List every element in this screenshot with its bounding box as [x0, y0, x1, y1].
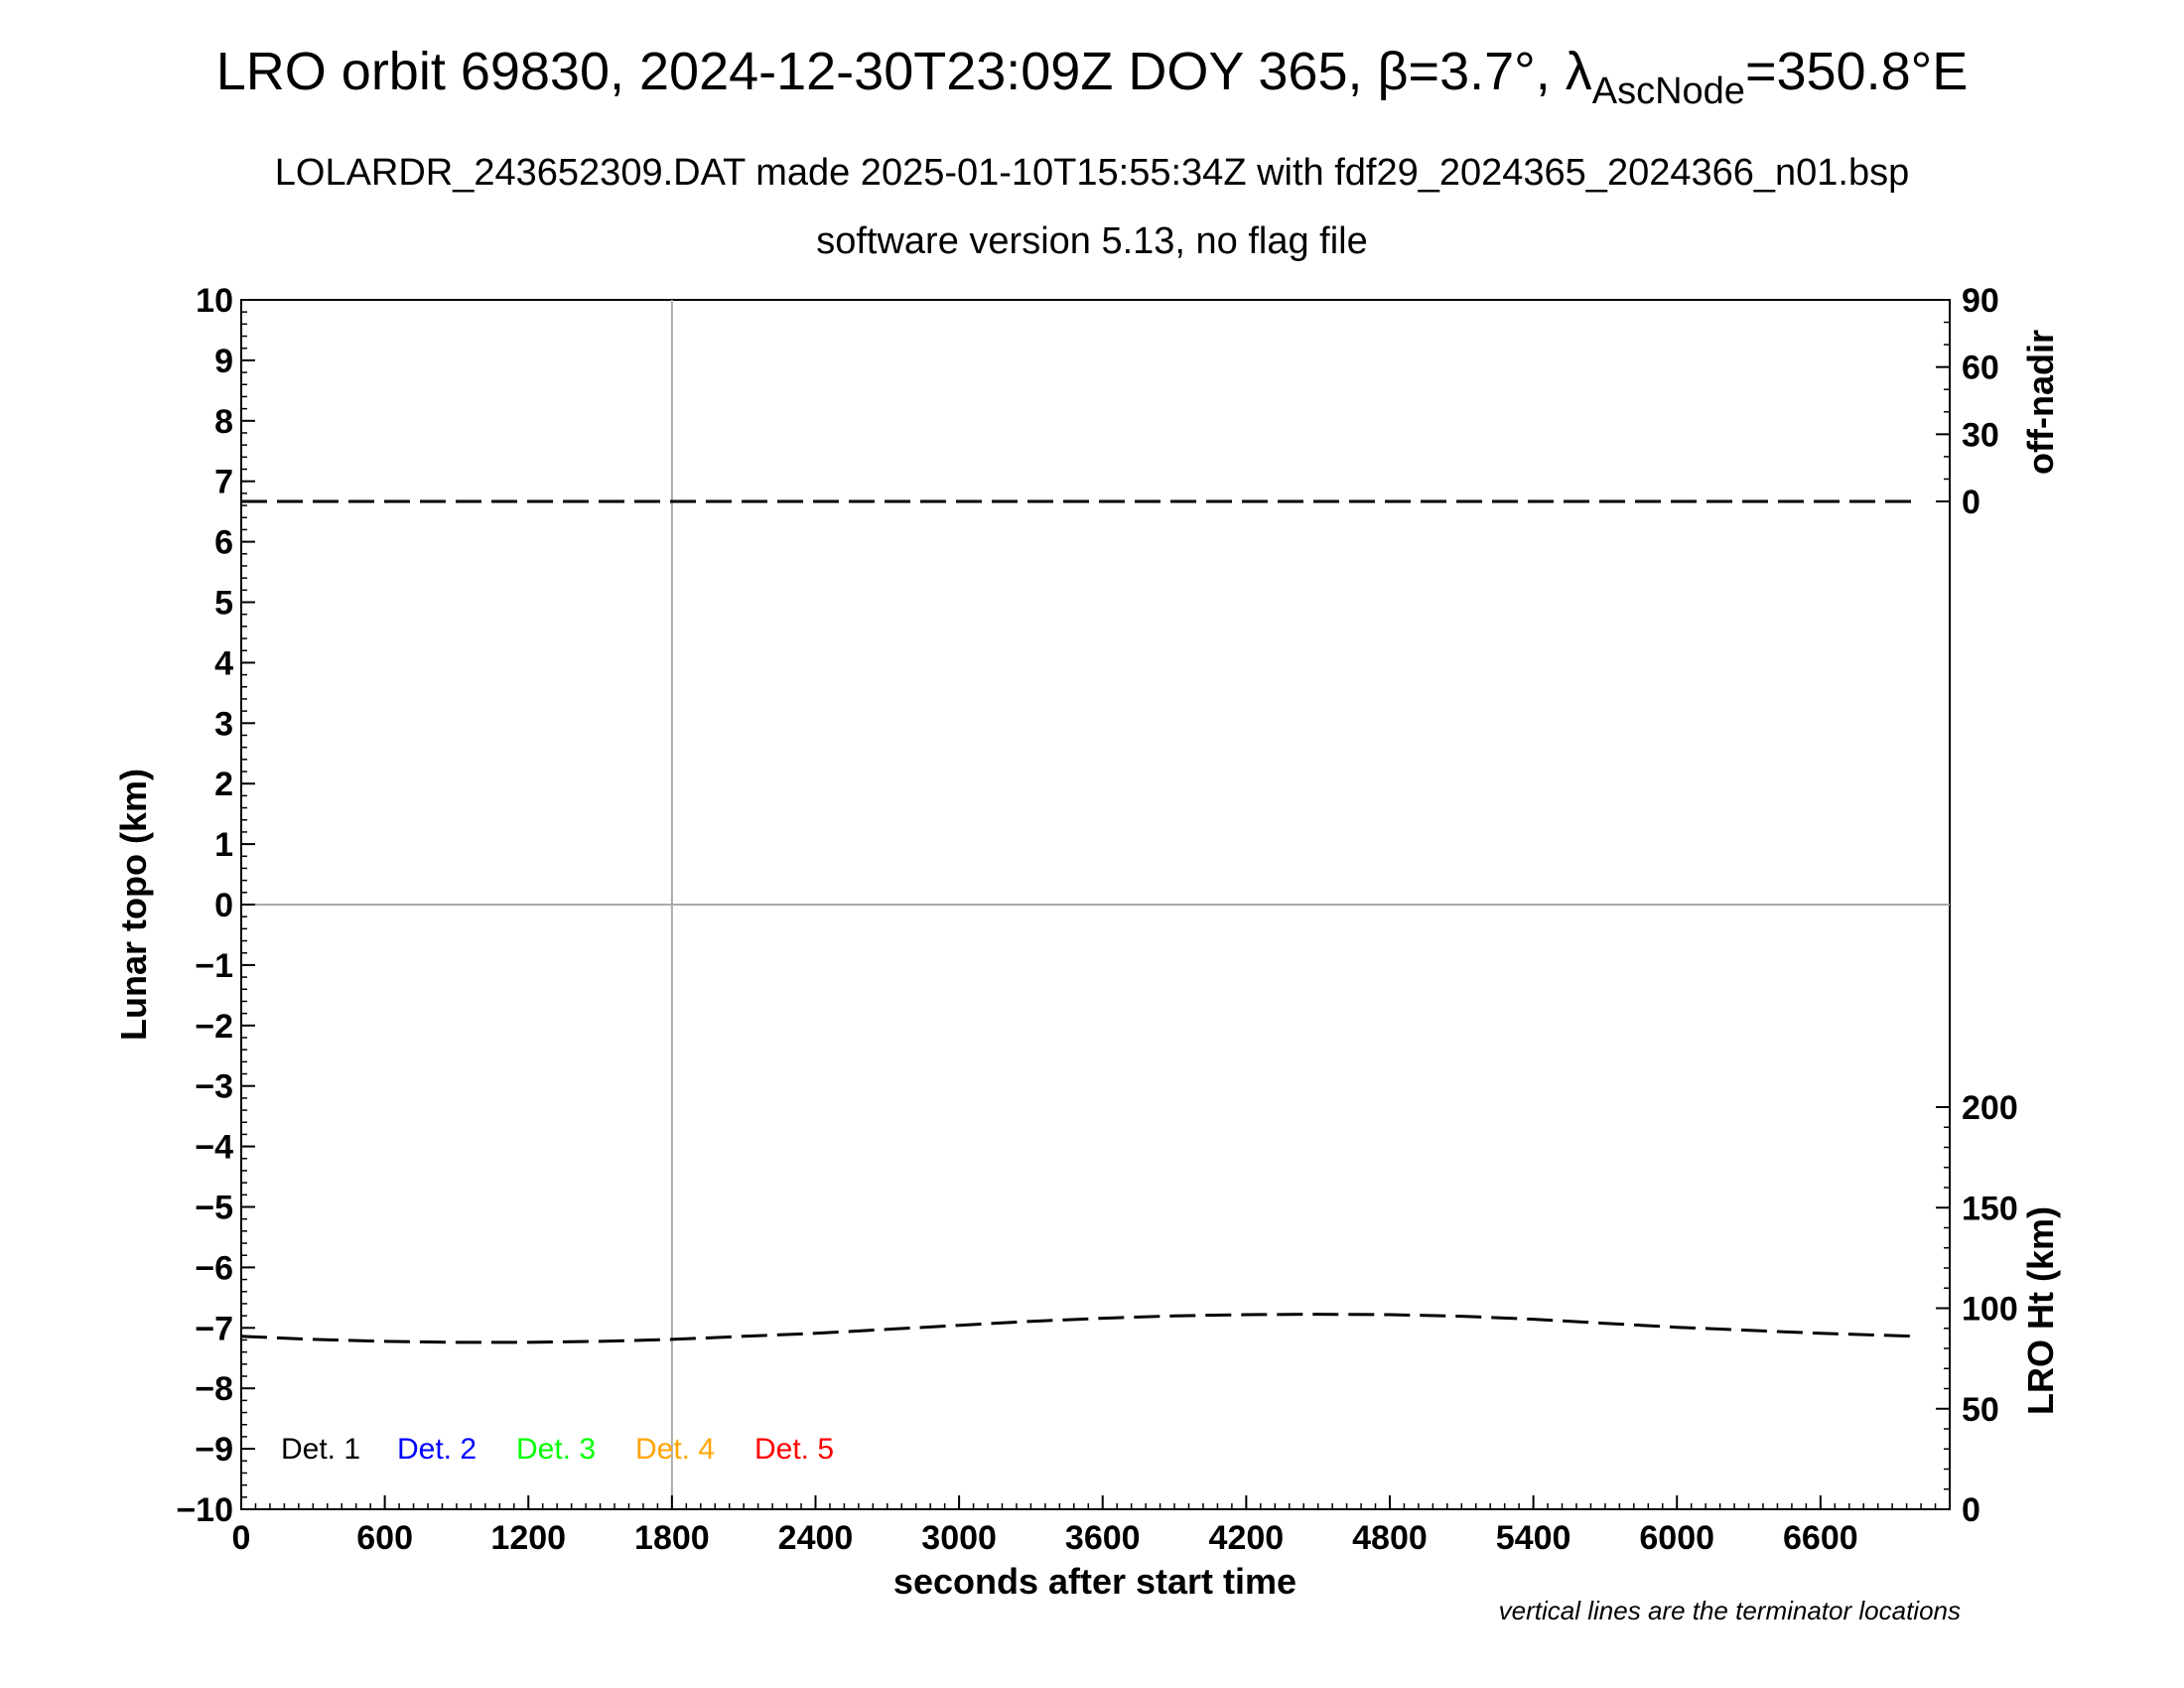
- x-tick-label: 1800: [634, 1519, 710, 1557]
- lro-ht-tick-label: 150: [1962, 1190, 2018, 1227]
- lro-ht-tick-label: 50: [1962, 1391, 1999, 1429]
- y-axis-label: Lunar topo (km): [113, 769, 154, 1041]
- legend-entry: Det. 2: [397, 1433, 477, 1466]
- x-tick-label: 6600: [1783, 1519, 1858, 1557]
- y-tick-label: 9: [214, 343, 233, 380]
- y-tick-label: 8: [214, 403, 233, 441]
- y-tick-label: −2: [195, 1008, 233, 1046]
- lro-ht-tick-label: 0: [1962, 1491, 1980, 1529]
- lro-ht-tick-label: 200: [1962, 1089, 2018, 1127]
- x-tick-label: 6000: [1639, 1519, 1714, 1557]
- y-tick-label: −5: [195, 1190, 233, 1227]
- off-nadir-axis-label: off-nadir: [2020, 330, 2061, 475]
- y-tick-label: 10: [196, 282, 233, 320]
- x-tick-label: 600: [356, 1519, 413, 1557]
- x-tick-label: 5400: [1496, 1519, 1571, 1557]
- y-tick-label: −8: [195, 1370, 233, 1408]
- y-tick-label: −3: [195, 1068, 233, 1106]
- chart-title: LRO orbit 69830, 2024-12-30T23:09Z DOY 3…: [216, 42, 1968, 112]
- chart-subtitle-version: software version 5.13, no flag file: [816, 220, 1368, 262]
- x-tick-label: 0: [232, 1519, 251, 1557]
- off-nadir-tick-label: 30: [1962, 416, 1999, 454]
- x-tick-label: 4200: [1209, 1519, 1285, 1557]
- legend-entry: Det. 3: [516, 1433, 596, 1466]
- y-tick-label: −1: [195, 947, 233, 985]
- y-tick-label: 3: [214, 705, 233, 743]
- terminator-note: vertical lines are the terminator locati…: [1499, 1596, 1961, 1625]
- y-tick-label: 2: [214, 766, 233, 803]
- chart-subtitle-file: LOLARDR_243652309.DAT made 2025-01-10T15…: [275, 152, 1910, 194]
- lro-ht-axis-label: LRO Ht (km): [2020, 1206, 2061, 1415]
- y-tick-label: −10: [176, 1491, 233, 1529]
- off-nadir-tick-label: 0: [1962, 484, 1980, 521]
- y-tick-label: −4: [195, 1129, 233, 1167]
- legend-entry: Det. 5: [754, 1433, 834, 1466]
- y-tick-label: −9: [195, 1431, 233, 1469]
- x-tick-label: 1200: [490, 1519, 566, 1557]
- x-axis-label: seconds after start time: [893, 1561, 1297, 1602]
- y-tick-label: 0: [214, 887, 233, 924]
- x-tick-label: 3600: [1065, 1519, 1141, 1557]
- legend: Det. 1 Det. 2 Det. 3 Det. 4 Det. 5: [281, 1433, 834, 1466]
- off-nadir-tick-label: 90: [1962, 282, 1999, 320]
- y-tick-label: 5: [214, 585, 233, 623]
- x-tick-label: 4800: [1352, 1519, 1428, 1557]
- off-nadir-tick-label: 60: [1962, 350, 1999, 387]
- tick-layer: [240, 299, 1951, 1510]
- y-tick-label: 7: [214, 464, 233, 501]
- legend-entry: Det. 1: [281, 1433, 360, 1466]
- legend-entry: Det. 4: [635, 1433, 715, 1466]
- x-tick-label: 3000: [921, 1519, 997, 1557]
- y-tick-label: 1: [214, 826, 233, 864]
- lro-ht-tick-label: 100: [1962, 1291, 2018, 1329]
- y-tick-label: −7: [195, 1310, 233, 1347]
- y-tick-label: −6: [195, 1249, 233, 1287]
- series-layer: [240, 499, 1917, 1344]
- lro-ht-series-line: [240, 1313, 1917, 1344]
- x-tick-label: 2400: [778, 1519, 854, 1557]
- y-tick-label: 4: [214, 644, 233, 682]
- y-tick-label: 6: [214, 524, 233, 562]
